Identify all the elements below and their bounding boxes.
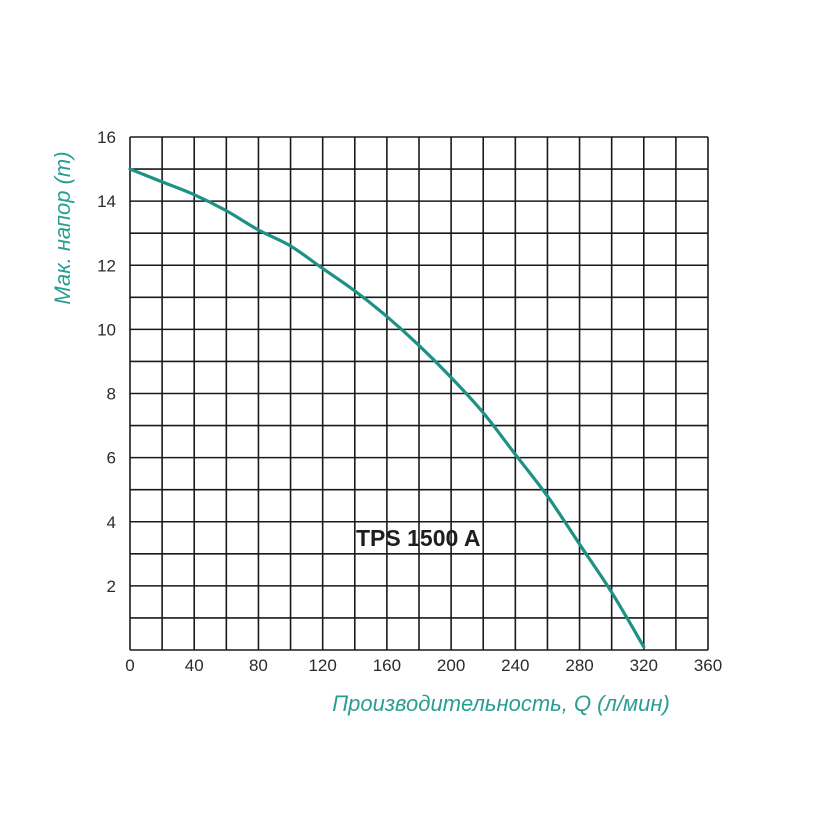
grid: [129, 136, 709, 651]
y-tick-label: 6: [107, 449, 116, 468]
curve-layer: [128, 167, 646, 649]
y-tick-label: 16: [97, 128, 116, 147]
x-tick-label: 160: [373, 656, 401, 675]
x-tick-label: 200: [437, 656, 465, 675]
y-tick-labels: 2 4 6 8 10 12 14 16: [97, 128, 116, 596]
x-tick-label: 320: [630, 656, 658, 675]
y-tick-label: 8: [107, 385, 116, 404]
performance-curve-line: [128, 167, 646, 649]
x-tick-label: 240: [501, 656, 529, 675]
x-tick-label: 80: [249, 656, 268, 675]
x-tick-labels: 0 40 80 120 160 200 240 280 320 360: [125, 656, 722, 675]
model-label: TPS 1500 A: [356, 525, 480, 551]
x-tick-label: 280: [565, 656, 593, 675]
x-tick-label: 0: [125, 656, 134, 675]
y-tick-label: 4: [107, 513, 116, 532]
x-tick-label: 120: [308, 656, 336, 675]
y-axis-title: Мак. напор (m): [50, 151, 75, 304]
y-tick-label: 10: [97, 320, 116, 339]
y-tick-label: 2: [107, 577, 116, 596]
x-tick-label: 40: [185, 656, 204, 675]
y-tick-label: 12: [97, 256, 116, 275]
x-tick-label: 360: [694, 656, 722, 675]
x-axis-title: Производительность, Q (л/мин): [332, 691, 670, 716]
y-tick-label: 14: [97, 192, 116, 211]
